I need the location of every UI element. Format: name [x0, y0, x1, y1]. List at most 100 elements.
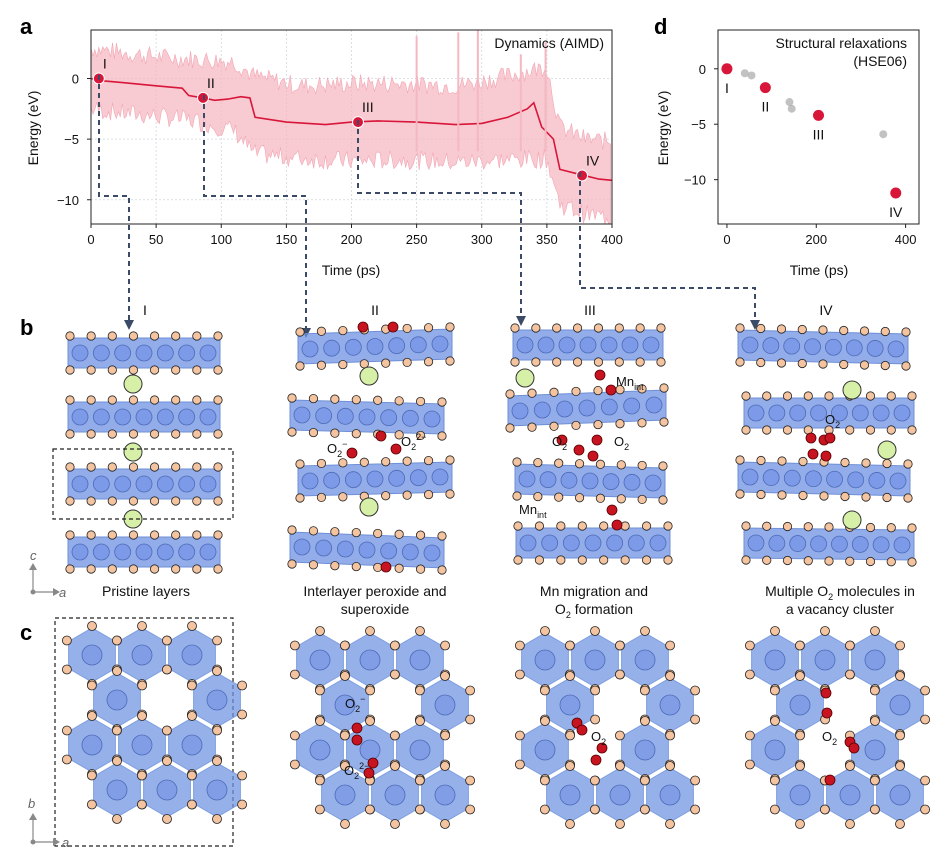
stage-title-I: I — [143, 302, 147, 318]
c-III-o-3 — [590, 754, 602, 766]
connector-arrow-IV — [579, 172, 756, 322]
d-intermediate-point-2 — [785, 98, 794, 107]
connector-arrow-III — [357, 120, 522, 318]
unit-cell-box-b — [52, 448, 234, 520]
panel-d-frame — [717, 29, 920, 225]
raw-energy-envelope — [91, 42, 611, 224]
panel-a-ylabel: Energy (eV) — [25, 91, 41, 166]
b-III-o-0 — [594, 369, 606, 381]
b-III-li-0 — [515, 368, 535, 388]
d-intermediate-point-3 — [787, 104, 796, 113]
b-III-o-3 — [573, 444, 585, 456]
b-I-li-0 — [123, 374, 143, 394]
axis-indicator-b — [32, 568, 55, 593]
caption-stage-IV-line1: Multiple O2 molecules in — [765, 583, 915, 602]
bI-layer-0 — [65, 331, 223, 375]
a-xtick-label-0: 0 — [87, 232, 94, 247]
caption-stage-IV-line2: a vacancy cluster — [786, 601, 894, 617]
a-xtick-label-4: 200 — [341, 232, 363, 247]
panel-label-b: b — [20, 315, 33, 340]
panel-c-structures — [61, 621, 931, 829]
axis-c-label-b: c — [30, 548, 37, 563]
b-II-o-1 — [387, 321, 399, 333]
a-xtick-label-7: 350 — [536, 232, 558, 247]
axis-a-label-b: a — [59, 585, 66, 600]
d-xtick-label-0: 0 — [723, 232, 730, 247]
d-ytick-label-0: 0 — [699, 62, 706, 77]
bIV-layer-2 — [735, 455, 913, 503]
bIII-layer-0 — [510, 323, 666, 367]
b-II-o-0 — [357, 321, 369, 333]
b-IV-o-0 — [805, 432, 817, 444]
a-ytick-label-1: −5 — [64, 132, 79, 147]
a-xtick-label-2: 100 — [210, 232, 232, 247]
b-IV-li-1 — [877, 440, 897, 460]
caption-stage-I: Pristine layers — [102, 583, 190, 599]
panel-d-ylabel: Energy (eV) — [655, 91, 671, 166]
bI-layer-2 — [65, 462, 223, 506]
b-IV-li-0 — [842, 380, 862, 400]
d-intermediate-point-0 — [740, 69, 749, 78]
a-xtick-label-5: 250 — [406, 232, 428, 247]
b-II-o-4 — [390, 443, 402, 455]
panel-b-structures — [65, 321, 917, 575]
panel-d-annotation-line2: (HSE06) — [853, 53, 907, 69]
b-IV-o-3 — [807, 448, 819, 460]
b-III-o-7 — [611, 519, 623, 531]
c-IV-o-3 — [848, 742, 860, 754]
bIII-layer-2 — [512, 457, 668, 505]
c-II-o-3 — [363, 767, 375, 779]
bIV-layer-0 — [735, 323, 911, 371]
label-o2-minus-b: O2− — [327, 439, 347, 459]
d-point-label-II: II — [761, 99, 769, 115]
a-point-label-IV: IV — [586, 153, 600, 169]
connector-arrow-I — [98, 75, 130, 322]
a-ytick-label-2: −10 — [57, 193, 79, 208]
label-mn-int-2: Mnint — [519, 502, 547, 520]
d-point-II — [759, 82, 771, 94]
stage-title-IV: IV — [819, 302, 833, 318]
b-II-o-5 — [380, 561, 392, 573]
bII-layer-0 — [295, 322, 455, 371]
d-point-I — [721, 63, 733, 75]
cI-framework — [61, 621, 248, 824]
panel-d-ticks: 0 200 400 0 −5 −10 — [684, 62, 917, 247]
bIV-layer-1 — [741, 391, 917, 435]
d-xtick-label-1: 200 — [805, 232, 827, 247]
b-I-li-1 — [123, 442, 143, 462]
connector-arrows — [98, 75, 756, 330]
bIV-layer-3 — [741, 521, 917, 567]
d-intermediate-point-1 — [747, 71, 756, 80]
d-point-IV — [890, 187, 902, 199]
a-point-IV — [576, 169, 589, 182]
panel-a-annotation: Dynamics (AIMD) — [494, 35, 604, 51]
a-xtick-label-1: 50 — [149, 232, 163, 247]
caption-stage-III-line2: O2 formation — [555, 601, 633, 620]
stage-title-III: III — [584, 302, 596, 318]
a-xtick-label-3: 150 — [276, 232, 298, 247]
a-point-label-II: II — [207, 75, 215, 91]
b-III-o-4 — [591, 434, 603, 446]
b-II-o-3 — [346, 447, 358, 459]
d-point-label-III: III — [813, 126, 825, 142]
bII-layer-1 — [287, 393, 447, 441]
b-IV-o-2 — [824, 432, 836, 444]
cIV-framework — [744, 626, 931, 829]
c-IV-o-4 — [824, 774, 836, 786]
label-o2-2minus-b: O22− — [401, 432, 426, 452]
panel-d-annotation-line1: Structural relaxations — [775, 35, 907, 51]
axis-b-label-c: b — [28, 796, 35, 811]
bI-layer-3 — [65, 530, 223, 574]
a-xtick-label-6: 300 — [471, 232, 493, 247]
b-III-o-6 — [606, 504, 618, 516]
a-point-label-III: III — [362, 99, 374, 115]
c-III-o-1 — [576, 724, 588, 736]
d-ytick-label-1: −5 — [691, 117, 706, 132]
cII-framework — [289, 626, 476, 829]
label-o2-b3b: O2 — [614, 434, 629, 452]
panel-label-c: c — [20, 620, 32, 645]
smoothed-energy-line — [91, 77, 612, 182]
stage-title-II: II — [371, 302, 379, 318]
